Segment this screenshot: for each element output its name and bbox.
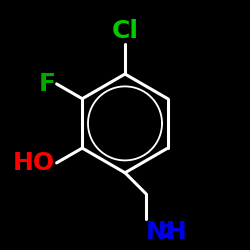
Text: HO: HO [13,151,55,175]
Text: F: F [38,72,55,96]
Text: 2: 2 [162,223,175,242]
Text: NH: NH [146,220,188,244]
Text: Cl: Cl [112,19,138,43]
